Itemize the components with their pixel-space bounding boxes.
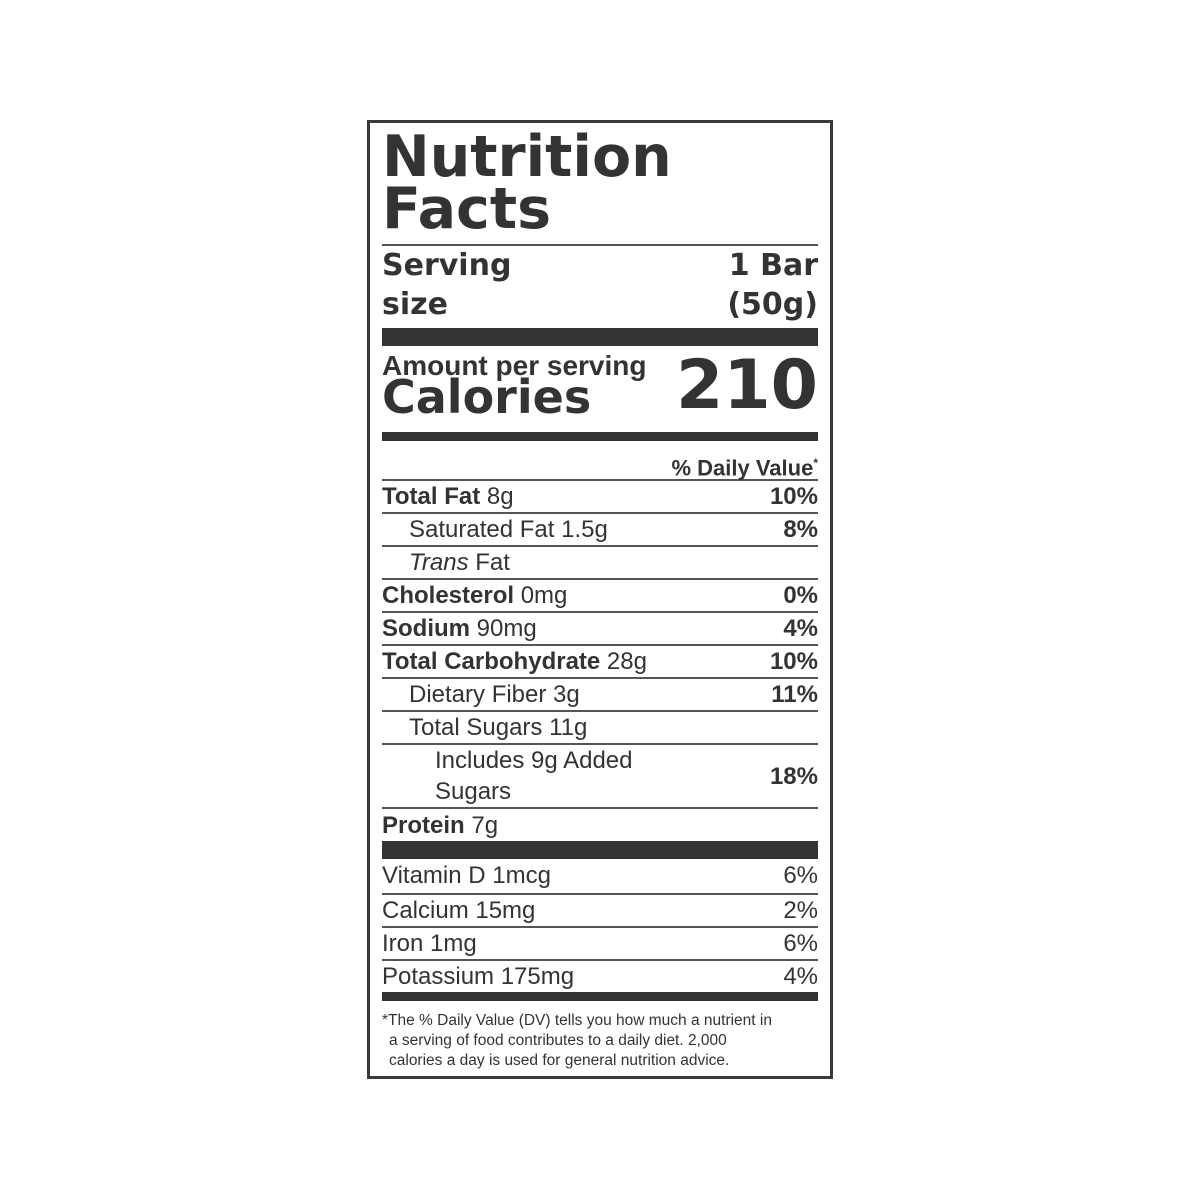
thick-divider [382,328,818,346]
footnote-line: a serving of food contributes to a daily… [389,1032,727,1049]
vitamin-row: Iron 1mg 6% [382,928,818,961]
nutrient-name: Cholesterol [382,581,515,609]
nutrient-row-dietary-fiber: Dietary Fiber 3g 11% [382,679,818,712]
nutrient-name: Saturated Fat [409,515,555,543]
vitamin-row: Vitamin D 1mcg 6% [382,859,818,895]
serving-value-2: (50g) [727,287,818,322]
serving-size: Serving size 1 Bar (50g) [382,246,818,328]
nutrient-dv: 8% [783,515,818,543]
nutrient-name: Total Fat [382,482,481,510]
vitamin-dv: 6% [783,929,818,957]
nutrient-row-total-sugars: Total Sugars 11g [382,712,818,745]
nutrient-name: Protein [382,811,465,839]
vitamin-name: Calcium 15mg [382,896,536,924]
nutrient-row-sodium: Sodium 90mg 4% [382,613,818,646]
daily-value-header: % Daily Value* [382,441,818,481]
title-line-2: Facts [382,176,552,242]
nutrient-name: Dietary Fiber [409,680,547,708]
nutrient-dv: 10% [769,482,818,510]
nutrient-amount: 28g [606,647,647,675]
medium-divider [382,992,818,1001]
serving-label-2: size [382,287,448,322]
nutrient-amount: Fat [475,548,510,576]
serving-value-1: 1 Bar [728,248,818,283]
calories-label: Calories [382,370,592,424]
amount-per-serving: Amount per serving [382,350,647,381]
serving-value: 1 Bar (50g) [727,246,818,328]
asterisk: * [813,456,818,470]
nutrient-dv: 11% [771,680,818,708]
vitamin-row: Potassium 175mg 4% [382,961,818,992]
nutrition-facts-label: Nutrition Facts Serving size 1 Bar (50g) A… [367,120,833,1079]
nutrient-name: Total Carbohydrate [382,647,601,675]
nutrient-dv: 0% [783,581,818,609]
vitamin-dv: 2% [783,896,818,924]
nutrient-row-protein: Protein 7g [382,809,818,842]
serving-label-1: Serving [382,248,512,283]
title-line-1: Nutrition [382,124,672,190]
vitamin-dv: 4% [783,962,818,990]
nutrient-dv: 10% [769,647,818,675]
nutrient-name: Trans [409,548,469,576]
nutrient-amount: 8g [486,482,514,510]
vitamin-dv: 6% [783,862,818,889]
nutrient-name: Total Sugars [409,713,543,741]
nutrient-name: Sodium [382,614,470,642]
nutrient-row-saturated-fat: Saturated Fat 1.5g 8% [382,514,818,547]
nutrient-amount: 90mg [476,614,537,642]
nutrient-row-added-sugars: Includes 9g Added Sugars 18% [382,745,818,809]
nutrient-amount: Sugars [435,778,512,805]
nutrient-row-total-fat: Total Fat 8g 10% [382,481,818,514]
nutrient-amount: 7g [471,811,499,839]
nutrient-amount: 1.5g [561,515,608,543]
thick-divider [382,841,818,859]
vitamin-name: Vitamin D 1mcg [382,862,551,889]
nutrient-amount: 3g [553,680,580,708]
footnote-line: *The % Daily Value (DV) tells you how mu… [382,1012,772,1029]
vitamin-name: Iron 1mg [382,929,477,957]
nutrient-name: Includes 9g Added [435,747,633,774]
daily-value-text: % Daily Value [671,455,814,481]
footnote-line: calories a day is used for general nutri… [389,1052,730,1069]
calories-value: 210 [676,346,818,425]
calories-section: Amount per serving Calories 210 [382,346,818,432]
label-title: Nutrition Facts [382,124,818,242]
divider [382,244,818,246]
vitamin-row: Calcium 15mg 2% [382,895,818,928]
nutrient-row-cholesterol: Cholesterol 0mg 0% [382,580,818,613]
medium-divider [382,432,818,441]
vitamin-name: Potassium 175mg [382,962,575,990]
serving-label: Serving size [382,246,511,328]
nutrient-amount: 11g [549,713,588,741]
nutrient-dv: 18% [769,762,818,790]
footnote: *The % Daily Value (DV) tells you how mu… [382,1001,818,1071]
nutrient-dv: 4% [783,614,818,642]
nutrient-row-trans-fat: Trans Fat [382,547,818,580]
nutrient-row-total-carbohydrate: Total Carbohydrate 28g 10% [382,646,818,679]
nutrient-amount: 0mg [520,581,568,609]
